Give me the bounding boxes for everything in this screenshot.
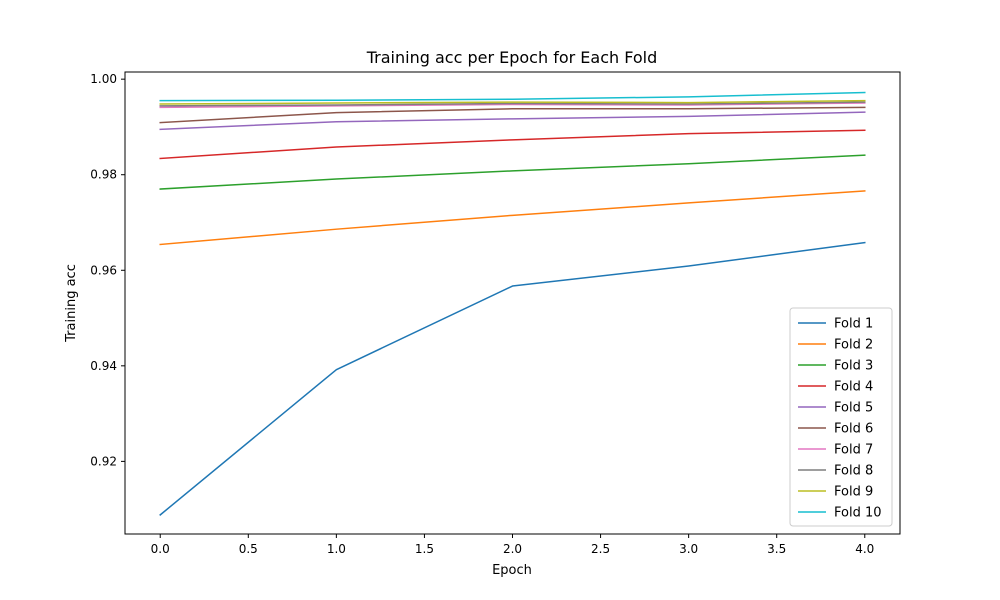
y-tick-label: 0.98 (90, 168, 117, 182)
legend-label: Fold 2 (834, 338, 873, 353)
series-line-fold-10 (159, 91, 866, 102)
series-line-fold-7 (159, 102, 866, 109)
x-axis-label: Epoch (492, 563, 532, 578)
legend-label: Fold 7 (834, 443, 873, 458)
y-tick-label: 1.00 (90, 72, 117, 86)
x-tick-label: 4.0 (855, 542, 874, 556)
legend-label: Fold 4 (834, 380, 873, 395)
x-axis: 0.0 0.5 1.0 1.5 2.0 2.5 3.0 3.5 4.0 (151, 534, 874, 556)
legend-label: Fold 3 (834, 359, 873, 374)
plot-lines (159, 91, 866, 516)
y-axis: 0.92 0.94 0.96 0.98 1.00 (90, 72, 125, 468)
y-tick-label: 0.94 (90, 359, 117, 373)
legend-label: Fold 5 (834, 401, 873, 416)
x-tick-label: 3.0 (679, 542, 698, 556)
series-line-fold-3 (159, 154, 866, 190)
legend-label: Fold 6 (834, 422, 873, 437)
x-tick-label: 1.5 (415, 542, 434, 556)
x-tick-label: 0.0 (151, 542, 170, 556)
series-line-fold-9 (159, 99, 866, 105)
legend-label: Fold 9 (834, 485, 873, 500)
legend-label: Fold 10 (834, 506, 882, 521)
y-axis-label: Training acc (64, 264, 79, 343)
legend-label: Fold 1 (834, 317, 873, 332)
y-tick-label: 0.96 (90, 263, 117, 277)
series-line-fold-4 (159, 129, 866, 160)
series-line-fold-1 (159, 241, 866, 516)
x-tick-label: 0.5 (239, 542, 258, 556)
chart-title: Training acc per Epoch for Each Fold (366, 48, 658, 67)
legend-frame (789, 307, 893, 527)
y-tick-label: 0.92 (90, 454, 117, 468)
x-tick-label: 2.5 (591, 542, 610, 556)
series-line-fold-6 (159, 106, 866, 124)
legend-label: Fold 8 (834, 464, 873, 479)
plot-frame (124, 71, 901, 535)
x-tick-label: 1.0 (327, 542, 346, 556)
x-tick-label: 2.0 (503, 542, 522, 556)
x-tick-label: 3.5 (767, 542, 786, 556)
series-line-fold-5 (159, 111, 866, 131)
series-line-fold-8 (159, 101, 866, 107)
legend: Fold 1 Fold 2 Fold 3 Fold 4 Fold 5 Fold 6 Fold… (789, 307, 893, 527)
series-line-fold-2 (159, 190, 866, 246)
